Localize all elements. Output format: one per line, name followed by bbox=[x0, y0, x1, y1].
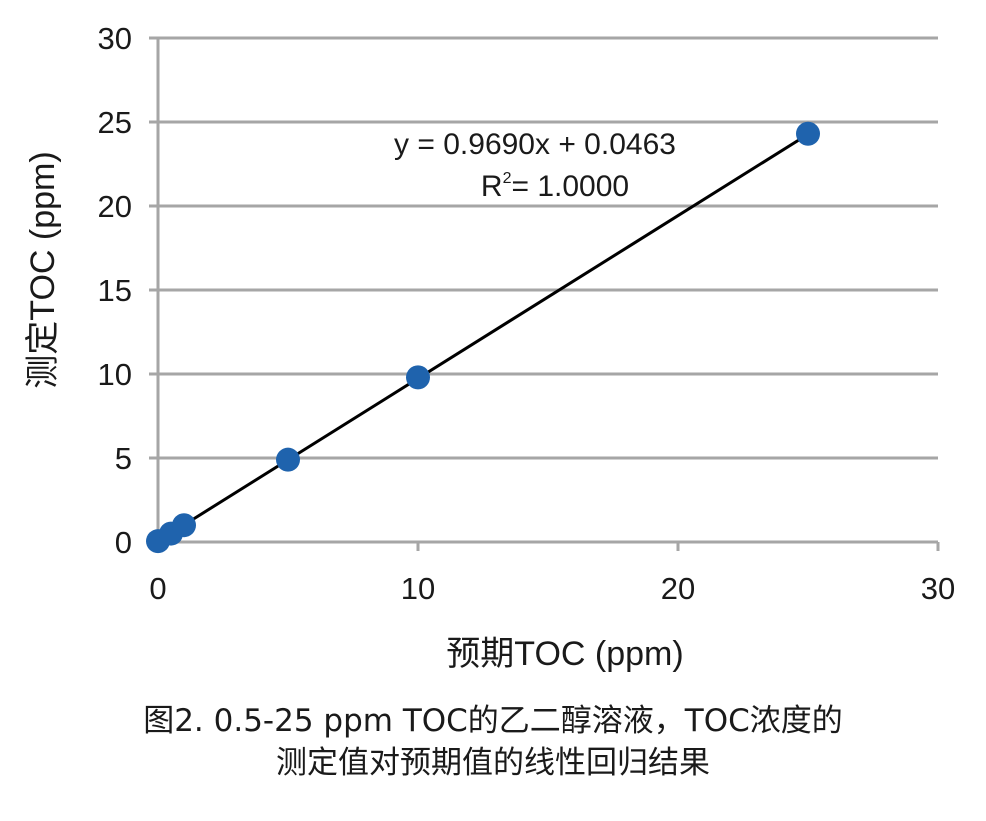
x-tick-label: 10 bbox=[401, 571, 435, 606]
caption-line-2: 测定值对预期值的线性回归结果 bbox=[276, 745, 710, 781]
trendline-equation: y = 0.9690x + 0.0463 bbox=[394, 128, 676, 161]
x-tick-label: 0 bbox=[149, 571, 166, 606]
y-tick-label: 0 bbox=[115, 525, 132, 560]
x-tick-label: 30 bbox=[921, 571, 955, 606]
x-tick-label: 20 bbox=[661, 571, 695, 606]
x-axis-title: 预期TOC (ppm) bbox=[446, 635, 683, 673]
r-squared-label: R2= 1.0000 bbox=[481, 170, 629, 203]
y-tick-label: 25 bbox=[98, 105, 132, 140]
tick-labels: 0 5 10 15 20 25 30 0 10 20 30 bbox=[98, 21, 956, 606]
trendline bbox=[157, 132, 809, 543]
y-tick-label: 5 bbox=[115, 441, 132, 476]
axes bbox=[149, 36, 940, 551]
r-squared-value: = 1.0000 bbox=[511, 170, 629, 203]
data-point bbox=[276, 447, 300, 472]
data-point bbox=[172, 513, 196, 538]
trendline-layer bbox=[157, 132, 809, 543]
scatter-chart: 0 5 10 15 20 25 30 0 10 20 30 y = 0.9690x + 0.0463… bbox=[24, 21, 956, 673]
y-tick-label: 15 bbox=[98, 273, 132, 308]
r-squared-prefix: R bbox=[481, 170, 503, 203]
y-tick-label: 30 bbox=[98, 21, 132, 56]
caption-line-1: 图2. 0.5-25 ppm TOC的乙二醇溶液，TOC浓度的 bbox=[143, 703, 843, 739]
data-point bbox=[406, 365, 430, 390]
r-squared-superscript: 2 bbox=[503, 170, 512, 187]
data-points bbox=[146, 121, 820, 554]
y-axis-title: 测定TOC (ppm) bbox=[24, 151, 62, 388]
data-point bbox=[796, 121, 820, 146]
y-tick-label: 20 bbox=[98, 189, 132, 224]
y-tick-label: 10 bbox=[98, 357, 132, 392]
grid-lines bbox=[158, 36, 938, 460]
figure-caption: 图2. 0.5-25 ppm TOC的乙二醇溶液，TOC浓度的 测定值对预期值的… bbox=[0, 700, 986, 784]
